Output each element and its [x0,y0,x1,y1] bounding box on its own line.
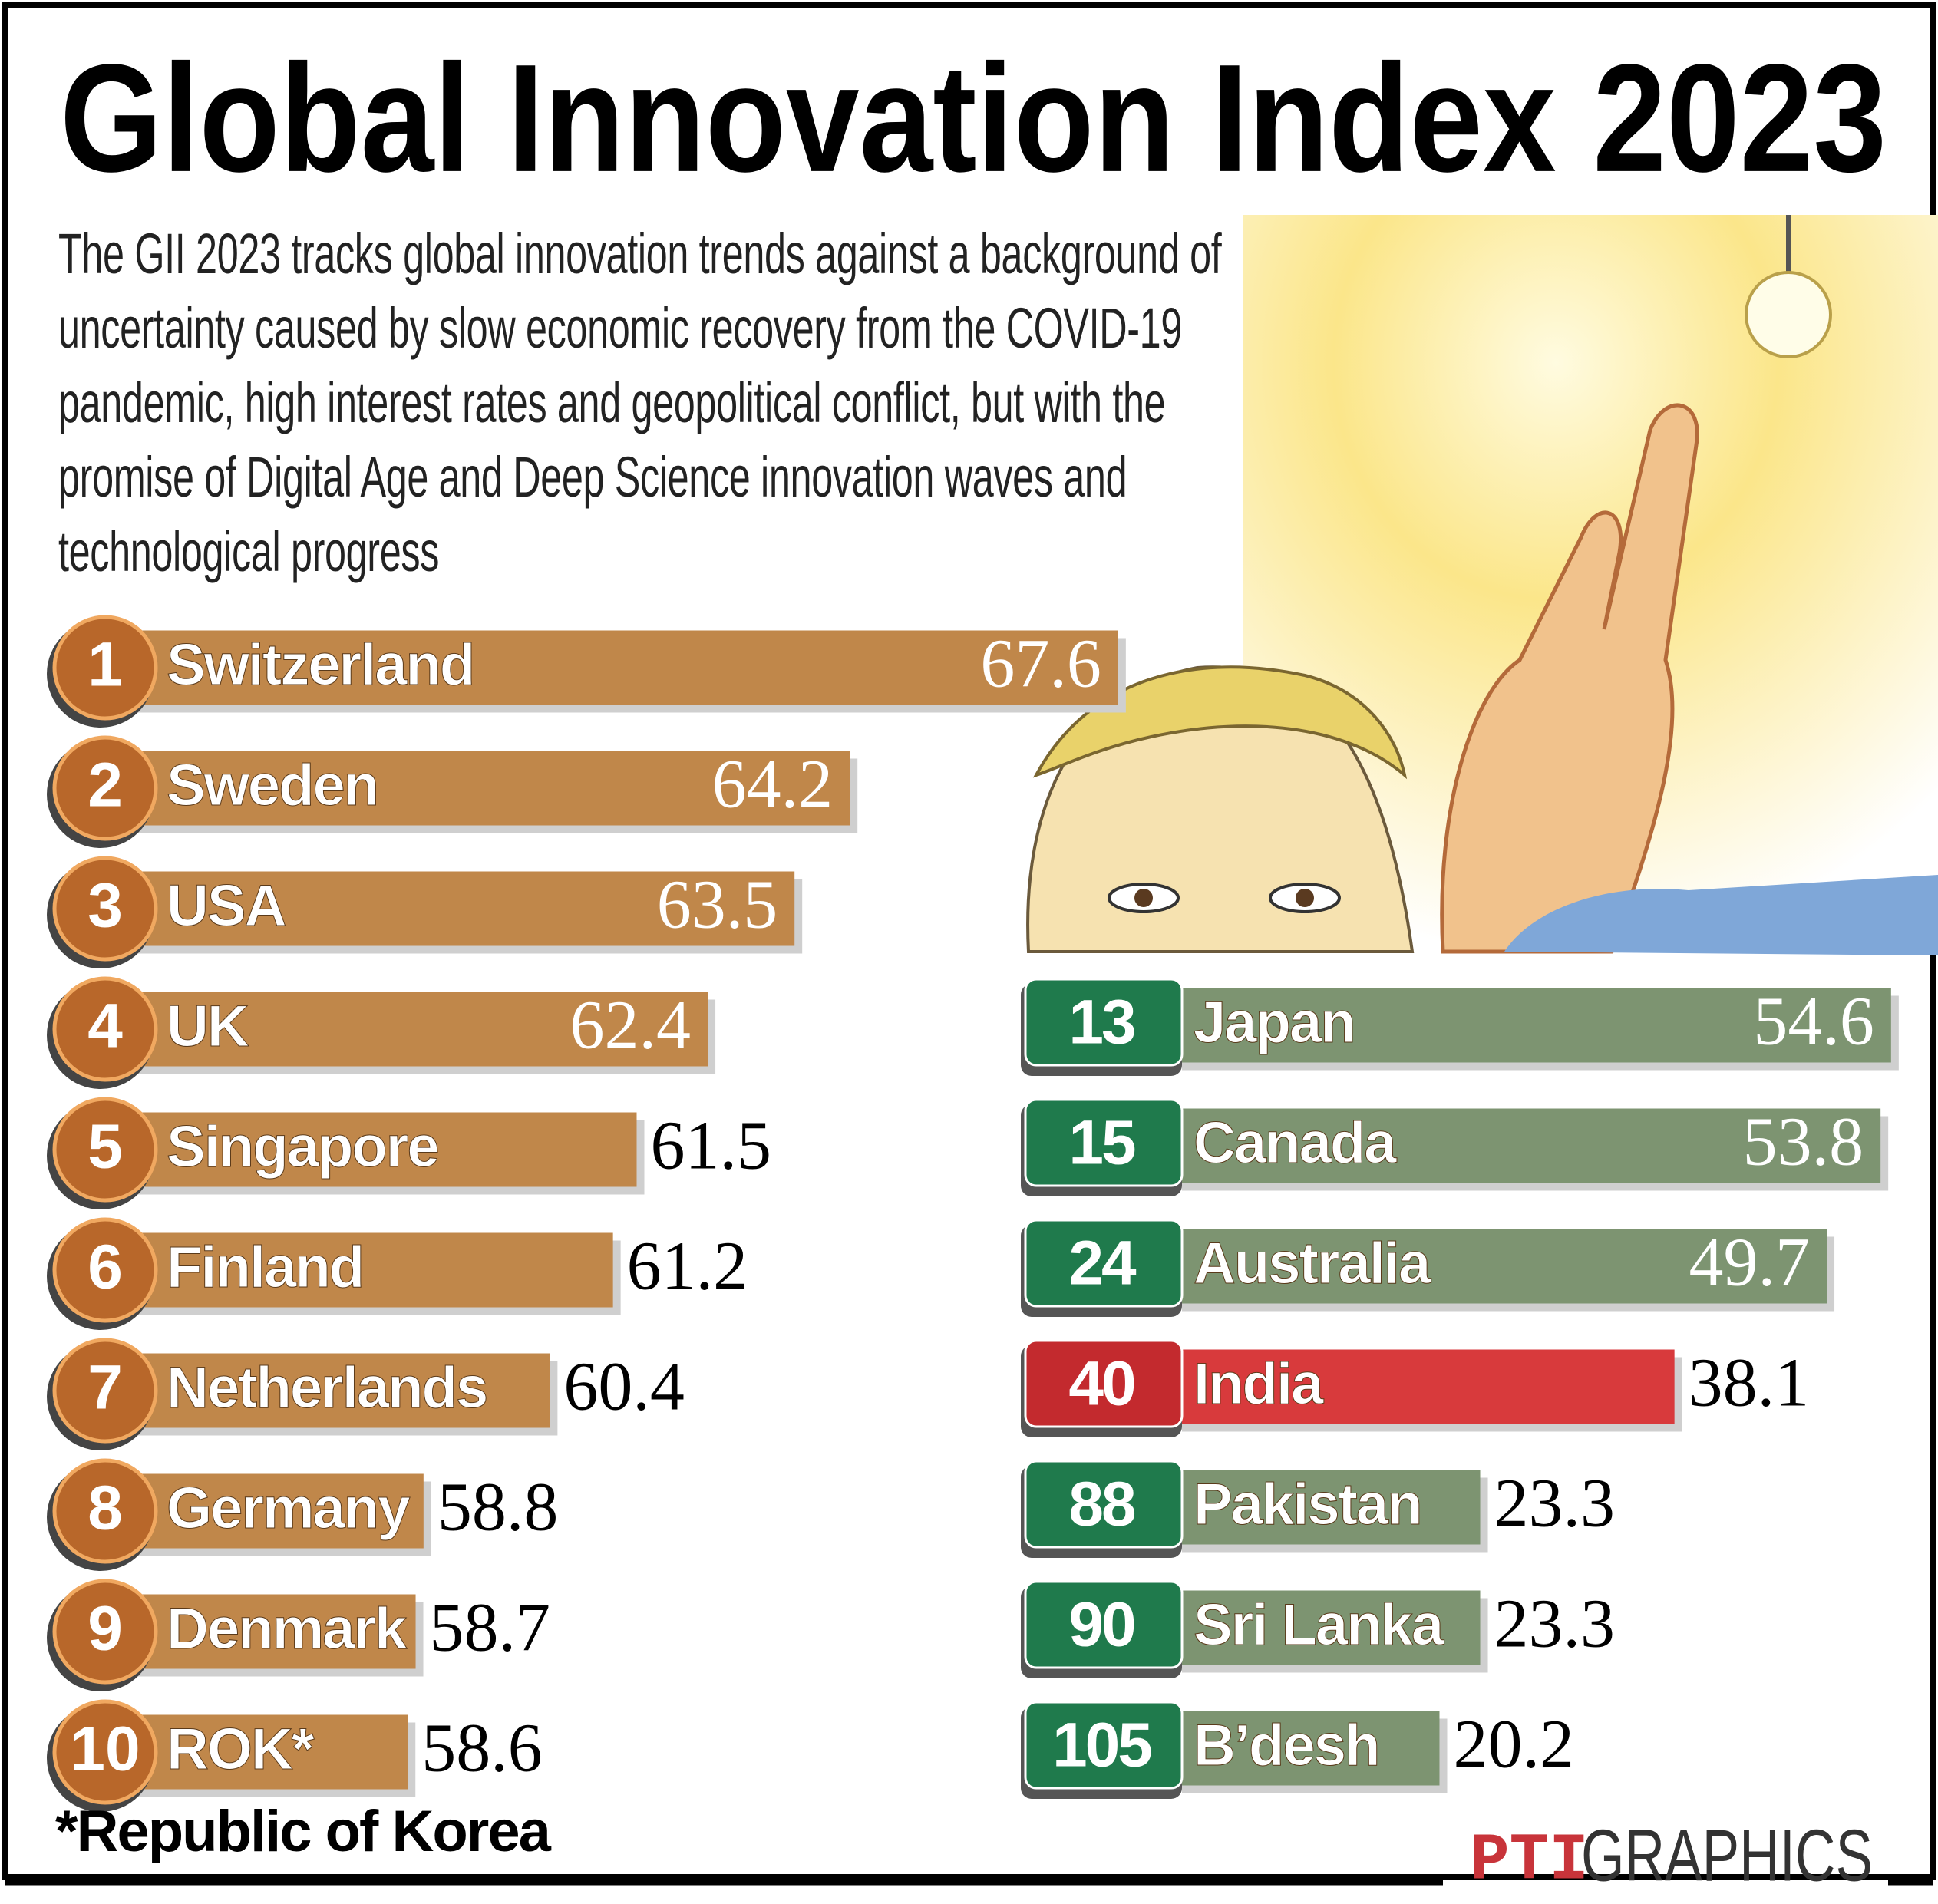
category-label: Canada [1194,1110,1397,1176]
rank-label: 105 [1052,1711,1151,1780]
rank-badge [52,856,158,962]
category-label: USA [167,873,286,939]
value-label: 67.6 [980,626,1101,702]
value-label: 20.2 [1453,1707,1574,1783]
rank-badge [52,735,158,841]
rank-badge [1024,1460,1184,1549]
source-label: GRAPHICS [1581,1814,1873,1896]
rank-badge [1024,978,1184,1067]
rank-badge [52,1097,158,1203]
value-label: 38.1 [1689,1345,1810,1421]
category-label: Sweden [167,753,378,818]
bar [124,871,795,946]
category-label: India [1194,1351,1324,1417]
rank-label: 1 [87,630,123,700]
value-label: 60.4 [563,1349,685,1425]
rank-badge [1024,1339,1184,1428]
rank-badge [52,1338,158,1444]
bar [1174,988,1891,1063]
category-label: Pakistan [1194,1472,1421,1537]
bar [1174,1108,1881,1183]
category-label: Singapore [167,1114,438,1180]
bar [124,1714,408,1790]
category-label: ROK* [167,1717,315,1782]
value-label: 58.8 [437,1470,559,1546]
bar [1174,1349,1675,1424]
bar [1174,1590,1481,1665]
category-label: Sri Lanka [1194,1592,1444,1658]
value-label: 61.5 [651,1108,772,1184]
rank-badge [52,615,158,721]
rank-label: 9 [87,1594,123,1664]
value-label: 58.6 [421,1711,543,1787]
rank-label: 40 [1068,1349,1134,1419]
rank-label: 2 [87,751,123,820]
category-label: Denmark [167,1596,408,1661]
rank-badge [52,1458,158,1564]
source-logo: PTI [1470,1823,1589,1899]
rank-badge [52,1699,158,1805]
bar [124,1112,637,1187]
rank-badge [1024,1580,1184,1669]
rank-label: 13 [1068,988,1134,1058]
category-label: Finland [167,1235,363,1300]
rank-label: 88 [1068,1470,1135,1539]
value-label: 53.8 [1743,1104,1864,1180]
rank-label: 5 [87,1112,123,1182]
chart-title: Global Innovation Index 2023 [60,33,1887,204]
bar [124,751,850,826]
bar [124,1353,550,1428]
bar [124,992,708,1067]
bar [1174,1470,1481,1545]
bar [1174,1229,1827,1304]
rank-label: 90 [1068,1590,1134,1660]
category-label: Australia [1194,1231,1431,1296]
category-label: Switzerland [167,632,474,698]
category-label: UK [167,994,249,1059]
rank-label: 10 [70,1714,140,1784]
category-label: Netherlands [167,1355,487,1421]
bar [124,630,1118,705]
bar [1174,1711,1440,1786]
footnote: *Republic of Korea [55,1799,552,1864]
rank-label: 24 [1068,1229,1137,1298]
value-label: 54.6 [1753,984,1874,1060]
rank-label: 3 [87,871,123,941]
rank-badge [52,976,158,1082]
value-label: 64.2 [712,747,834,823]
category-label: B’desh [1194,1713,1378,1778]
value-label: 63.5 [657,867,778,943]
rank-label: 15 [1068,1108,1135,1178]
value-label: 23.3 [1494,1466,1615,1542]
rank-badge [1024,1219,1184,1308]
illustration [1026,215,1938,955]
category-label: Germany [167,1476,410,1541]
rank-label: 6 [87,1232,123,1302]
value-label: 49.7 [1689,1225,1811,1301]
value-label: 23.3 [1494,1586,1615,1662]
rank-badge [52,1217,158,1323]
subtitle: The GII 2023 tracks global innovation tr… [58,222,1222,583]
rank-badge [1024,1098,1184,1187]
bar [124,1232,613,1308]
bar [124,1473,424,1549]
value-label: 58.7 [430,1590,551,1666]
value-label: 61.2 [627,1229,748,1305]
value-label: 62.4 [570,988,692,1064]
category-label: Japan [1194,990,1355,1055]
rank-label: 4 [87,992,123,1061]
rank-label: 8 [87,1473,123,1543]
rank-badge [52,1579,158,1685]
rank-badge [1024,1701,1184,1790]
rank-label: 7 [87,1353,123,1423]
bar [124,1594,416,1669]
